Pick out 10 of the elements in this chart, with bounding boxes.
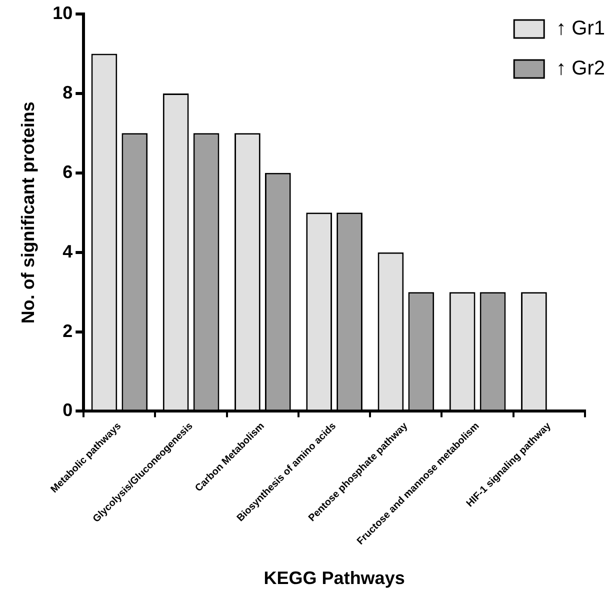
y-tick-label: 4: [62, 241, 73, 262]
y-tick-label: 10: [52, 2, 73, 23]
y-axis-title: No. of significant proteins: [18, 102, 38, 324]
y-tick-label: 8: [62, 82, 73, 102]
y-tick-label: 0: [62, 400, 73, 420]
x-axis-title: KEGG Pathways: [264, 568, 405, 588]
y-tick-label: 2: [62, 320, 73, 341]
legend-label: ↑ Gr1: [556, 18, 606, 40]
y-tick-label: 6: [62, 162, 73, 182]
legend-label: ↑ Gr2: [556, 58, 606, 80]
